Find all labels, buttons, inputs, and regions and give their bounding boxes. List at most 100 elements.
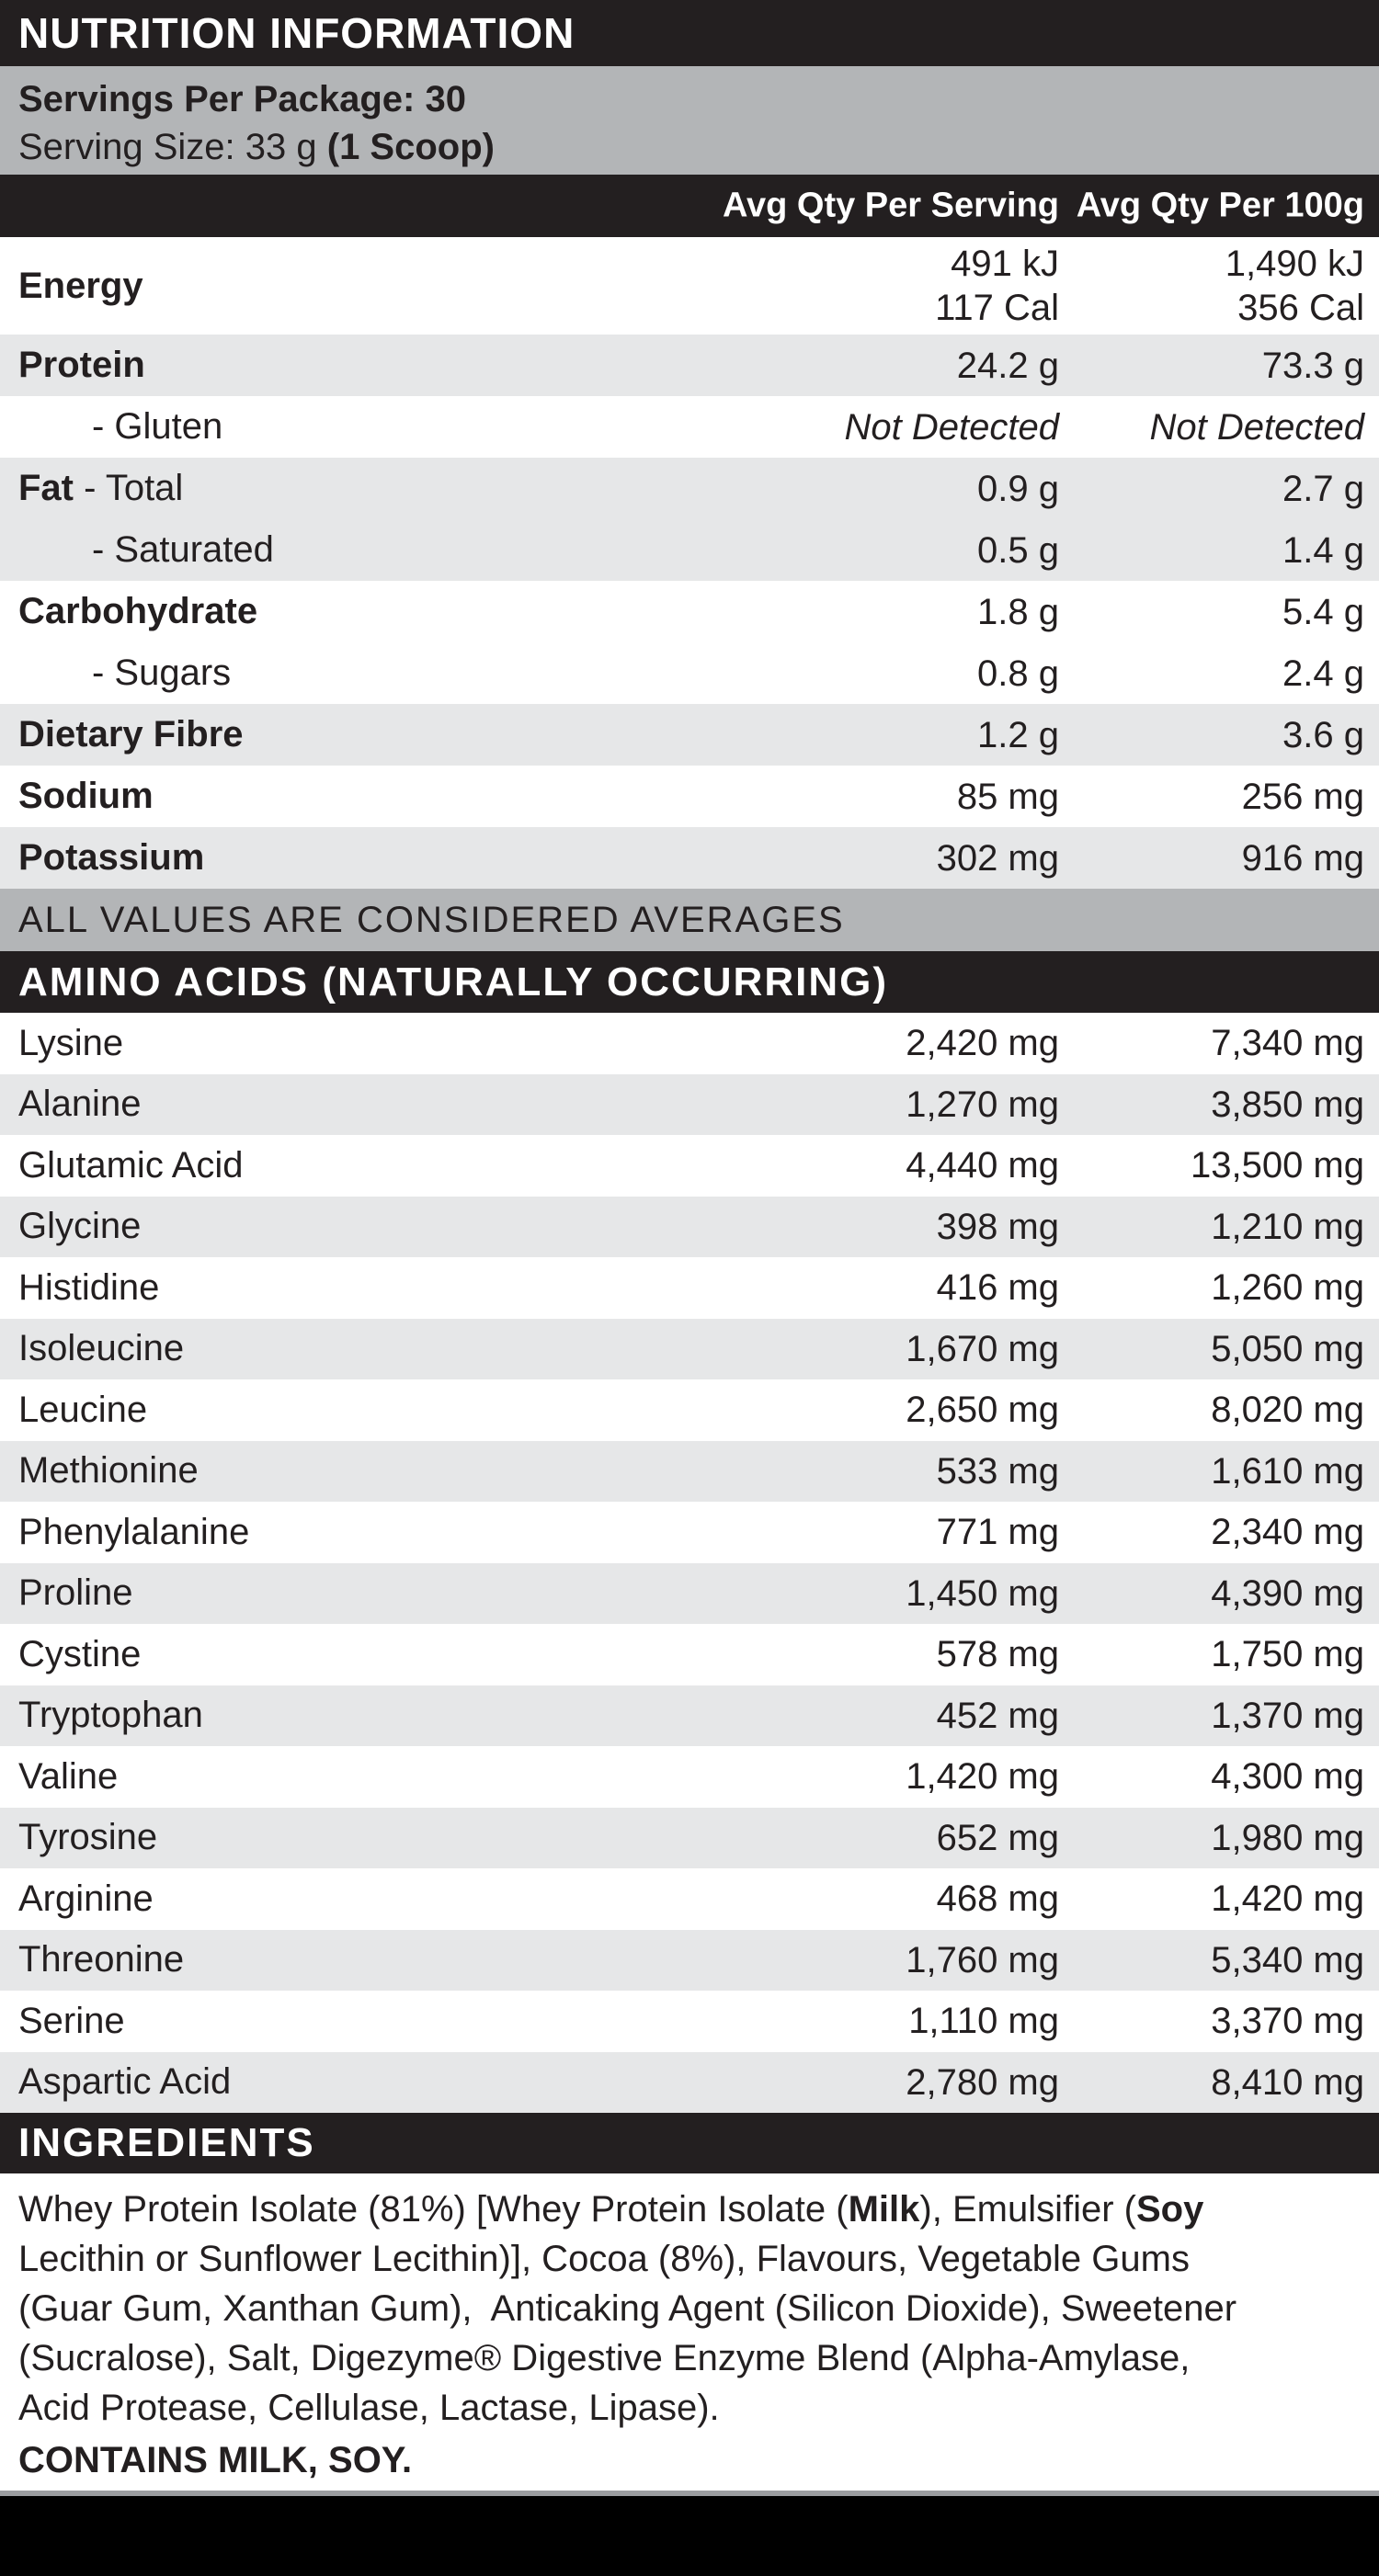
value-cell: 73.3 g bbox=[1261, 345, 1364, 386]
value-cell: 0.8 g bbox=[977, 653, 1059, 694]
nutrient-label: Fat - Total bbox=[18, 468, 184, 508]
averages-note: ALL VALUES ARE CONSIDERED AVERAGES bbox=[0, 889, 1379, 951]
value-cell: 8,020 mg bbox=[1211, 1390, 1364, 1431]
nutrient-label: Energy bbox=[18, 265, 143, 306]
nutrient-label: - Gluten bbox=[92, 406, 223, 447]
value-cell: 533 mg bbox=[936, 1450, 1059, 1492]
value-cell: 7,340 mg bbox=[1211, 1023, 1364, 1064]
amino-acid-name: Aspartic Acid bbox=[18, 2061, 232, 2103]
value-cell: 13,500 mg bbox=[1190, 1145, 1364, 1186]
value-cell: 1,260 mg bbox=[1211, 1267, 1364, 1309]
value-cell: 1,750 mg bbox=[1211, 1634, 1364, 1675]
value-cell: 1,670 mg bbox=[906, 1328, 1059, 1369]
nutrient-label: - Sugars bbox=[92, 653, 232, 693]
amino-acid-name: Arginine bbox=[18, 1878, 154, 1919]
value-cell: 1,760 mg bbox=[906, 1939, 1059, 1980]
nutrition-information-header: NUTRITION INFORMATION bbox=[0, 0, 1379, 66]
amino-acid-row: Arginine 468 mg 1,420 mg bbox=[0, 1868, 1379, 1930]
value-cell: 2,650 mg bbox=[906, 1390, 1059, 1431]
amino-acid-row: Threonine 1,760 mg 5,340 mg bbox=[0, 1929, 1379, 1991]
nutrient-row: Protein 24.2 g 73.3 g bbox=[0, 335, 1379, 396]
value-cell: 1.2 g bbox=[977, 714, 1059, 755]
value-cell: 652 mg bbox=[936, 1817, 1059, 1858]
serving-info-band: Servings Per Package: 30 Serving Size: 3… bbox=[0, 66, 1379, 175]
value-cell: 85 mg bbox=[956, 776, 1059, 817]
nutrient-label: Sodium bbox=[18, 776, 154, 816]
amino-acid-row: Methionine 533 mg 1,610 mg bbox=[0, 1440, 1379, 1502]
nutrient-row: - Gluten Not Detected Not Detected bbox=[0, 396, 1379, 458]
value-cell: 4,390 mg bbox=[1211, 1572, 1364, 1614]
amino-acid-name: Glycine bbox=[18, 1206, 142, 1247]
amino-acid-row: Leucine 2,650 mg 8,020 mg bbox=[0, 1379, 1379, 1441]
amino-acid-name: Threonine bbox=[18, 1939, 185, 1980]
amino-acid-row: Glycine 398 mg 1,210 mg bbox=[0, 1196, 1379, 1257]
amino-acid-name: Isoleucine bbox=[18, 1328, 185, 1369]
value-cell: 1,420 mg bbox=[1211, 1878, 1364, 1920]
value-cell: 0.5 g bbox=[977, 529, 1059, 571]
value-cell: 4,300 mg bbox=[1211, 1756, 1364, 1798]
value-cell: 1,980 mg bbox=[1211, 1817, 1364, 1858]
value-cell: 916 mg bbox=[1241, 837, 1364, 879]
ingredients-line: (Sucralose), Salt, Digezyme® Digestive E… bbox=[18, 2338, 1191, 2378]
amino-acid-name: Tryptophan bbox=[18, 1695, 203, 1736]
value-cell: 24.2 g bbox=[956, 345, 1059, 386]
value-cell: 3,370 mg bbox=[1211, 2001, 1364, 2042]
ingredients-line: Whey Protein Isolate (81%) [Whey Protein… bbox=[18, 2189, 1204, 2230]
amino-acid-row: Cystine 578 mg 1,750 mg bbox=[0, 1624, 1379, 1685]
value-cell: 256 mg bbox=[1241, 776, 1364, 817]
nutrient-label: Dietary Fibre bbox=[18, 714, 244, 755]
amino-acid-row: Proline 1,450 mg 4,390 mg bbox=[0, 1562, 1379, 1624]
ingredients-line: (Guar Gum, Xanthan Gum), Anticaking Agen… bbox=[18, 2288, 1237, 2329]
value-cell: 2,340 mg bbox=[1211, 1512, 1364, 1553]
value-cell: 1,490 kJ 356 Cal bbox=[1225, 244, 1364, 328]
value-cell: 2.7 g bbox=[1282, 468, 1364, 509]
value-cell: 1,450 mg bbox=[906, 1572, 1059, 1614]
value-cell: 452 mg bbox=[936, 1695, 1059, 1736]
amino-acid-name: Methionine bbox=[18, 1450, 199, 1492]
amino-acid-name: Proline bbox=[18, 1572, 133, 1614]
amino-acid-name: Leucine bbox=[18, 1389, 148, 1430]
nutrient-row: Carbohydrate 1.8 g 5.4 g bbox=[0, 581, 1379, 642]
nutrient-row: Potassium 302 mg 916 mg bbox=[0, 827, 1379, 889]
column-per-serving: Avg Qty Per Serving bbox=[722, 186, 1059, 225]
value-cell: Not Detected bbox=[1149, 406, 1364, 448]
amino-acid-row: Valine 1,420 mg 4,300 mg bbox=[0, 1746, 1379, 1808]
amino-acid-row: Histidine 416 mg 1,260 mg bbox=[0, 1257, 1379, 1319]
value-cell: 1,370 mg bbox=[1211, 1695, 1364, 1736]
value-cell: Not Detected bbox=[844, 406, 1059, 448]
amino-acid-row: Isoleucine 1,670 mg 5,050 mg bbox=[0, 1318, 1379, 1379]
amino-acid-name: Valine bbox=[18, 1755, 119, 1797]
amino-acid-name: Phenylalanine bbox=[18, 1511, 250, 1552]
value-cell: 5,050 mg bbox=[1211, 1328, 1364, 1369]
amino-acid-row: Phenylalanine 771 mg 2,340 mg bbox=[0, 1502, 1379, 1563]
amino-acid-name: Tyrosine bbox=[18, 1817, 158, 1858]
serving-size-scoop: (1 Scoop) bbox=[326, 127, 495, 167]
value-cell: 1,420 mg bbox=[906, 1756, 1059, 1798]
ingredients-header: INGREDIENTS bbox=[0, 2113, 1379, 2173]
ingredients-line: Lecithin or Sunflower Lecithin)], Cocoa … bbox=[18, 2239, 1190, 2279]
amino-acid-row: Glutamic Acid 4,440 mg 13,500 mg bbox=[0, 1135, 1379, 1197]
value-cell: 1,210 mg bbox=[1211, 1206, 1364, 1247]
value-cell: 2,420 mg bbox=[906, 1023, 1059, 1064]
value-cell: 2.4 g bbox=[1282, 653, 1364, 694]
value-cell: 4,440 mg bbox=[906, 1145, 1059, 1186]
amino-acid-row: Tyrosine 652 mg 1,980 mg bbox=[0, 1807, 1379, 1868]
amino-acid-name: Alanine bbox=[18, 1084, 142, 1125]
amino-acid-name: Cystine bbox=[18, 1633, 142, 1674]
allergen-contains-note: CONTAINS MILK, SOY. bbox=[18, 2440, 413, 2480]
nutrient-row: - Sugars 0.8 g 2.4 g bbox=[0, 642, 1379, 704]
value-cell: 468 mg bbox=[936, 1878, 1059, 1920]
nutrient-row: Energy 491 kJ 117 Cal 1,490 kJ 356 Cal bbox=[0, 237, 1379, 335]
value-cell: 3.6 g bbox=[1282, 714, 1364, 755]
serving-size-text: Serving Size: 33 g bbox=[18, 127, 327, 167]
ingredients-title: INGREDIENTS bbox=[18, 2120, 315, 2165]
amino-acid-name: Histidine bbox=[18, 1266, 160, 1308]
column-per-100g: Avg Qty Per 100g bbox=[1076, 186, 1364, 225]
amino-acids-title: AMINO ACIDS (NATURALLY OCCURRING) bbox=[18, 959, 888, 1004]
footer-bar bbox=[0, 2491, 1379, 2576]
nutrient-label: Carbohydrate bbox=[18, 591, 258, 631]
amino-acid-name: Glutamic Acid bbox=[18, 1144, 244, 1186]
value-cell: 2,780 mg bbox=[906, 2061, 1059, 2103]
value-cell: 8,410 mg bbox=[1211, 2061, 1364, 2103]
